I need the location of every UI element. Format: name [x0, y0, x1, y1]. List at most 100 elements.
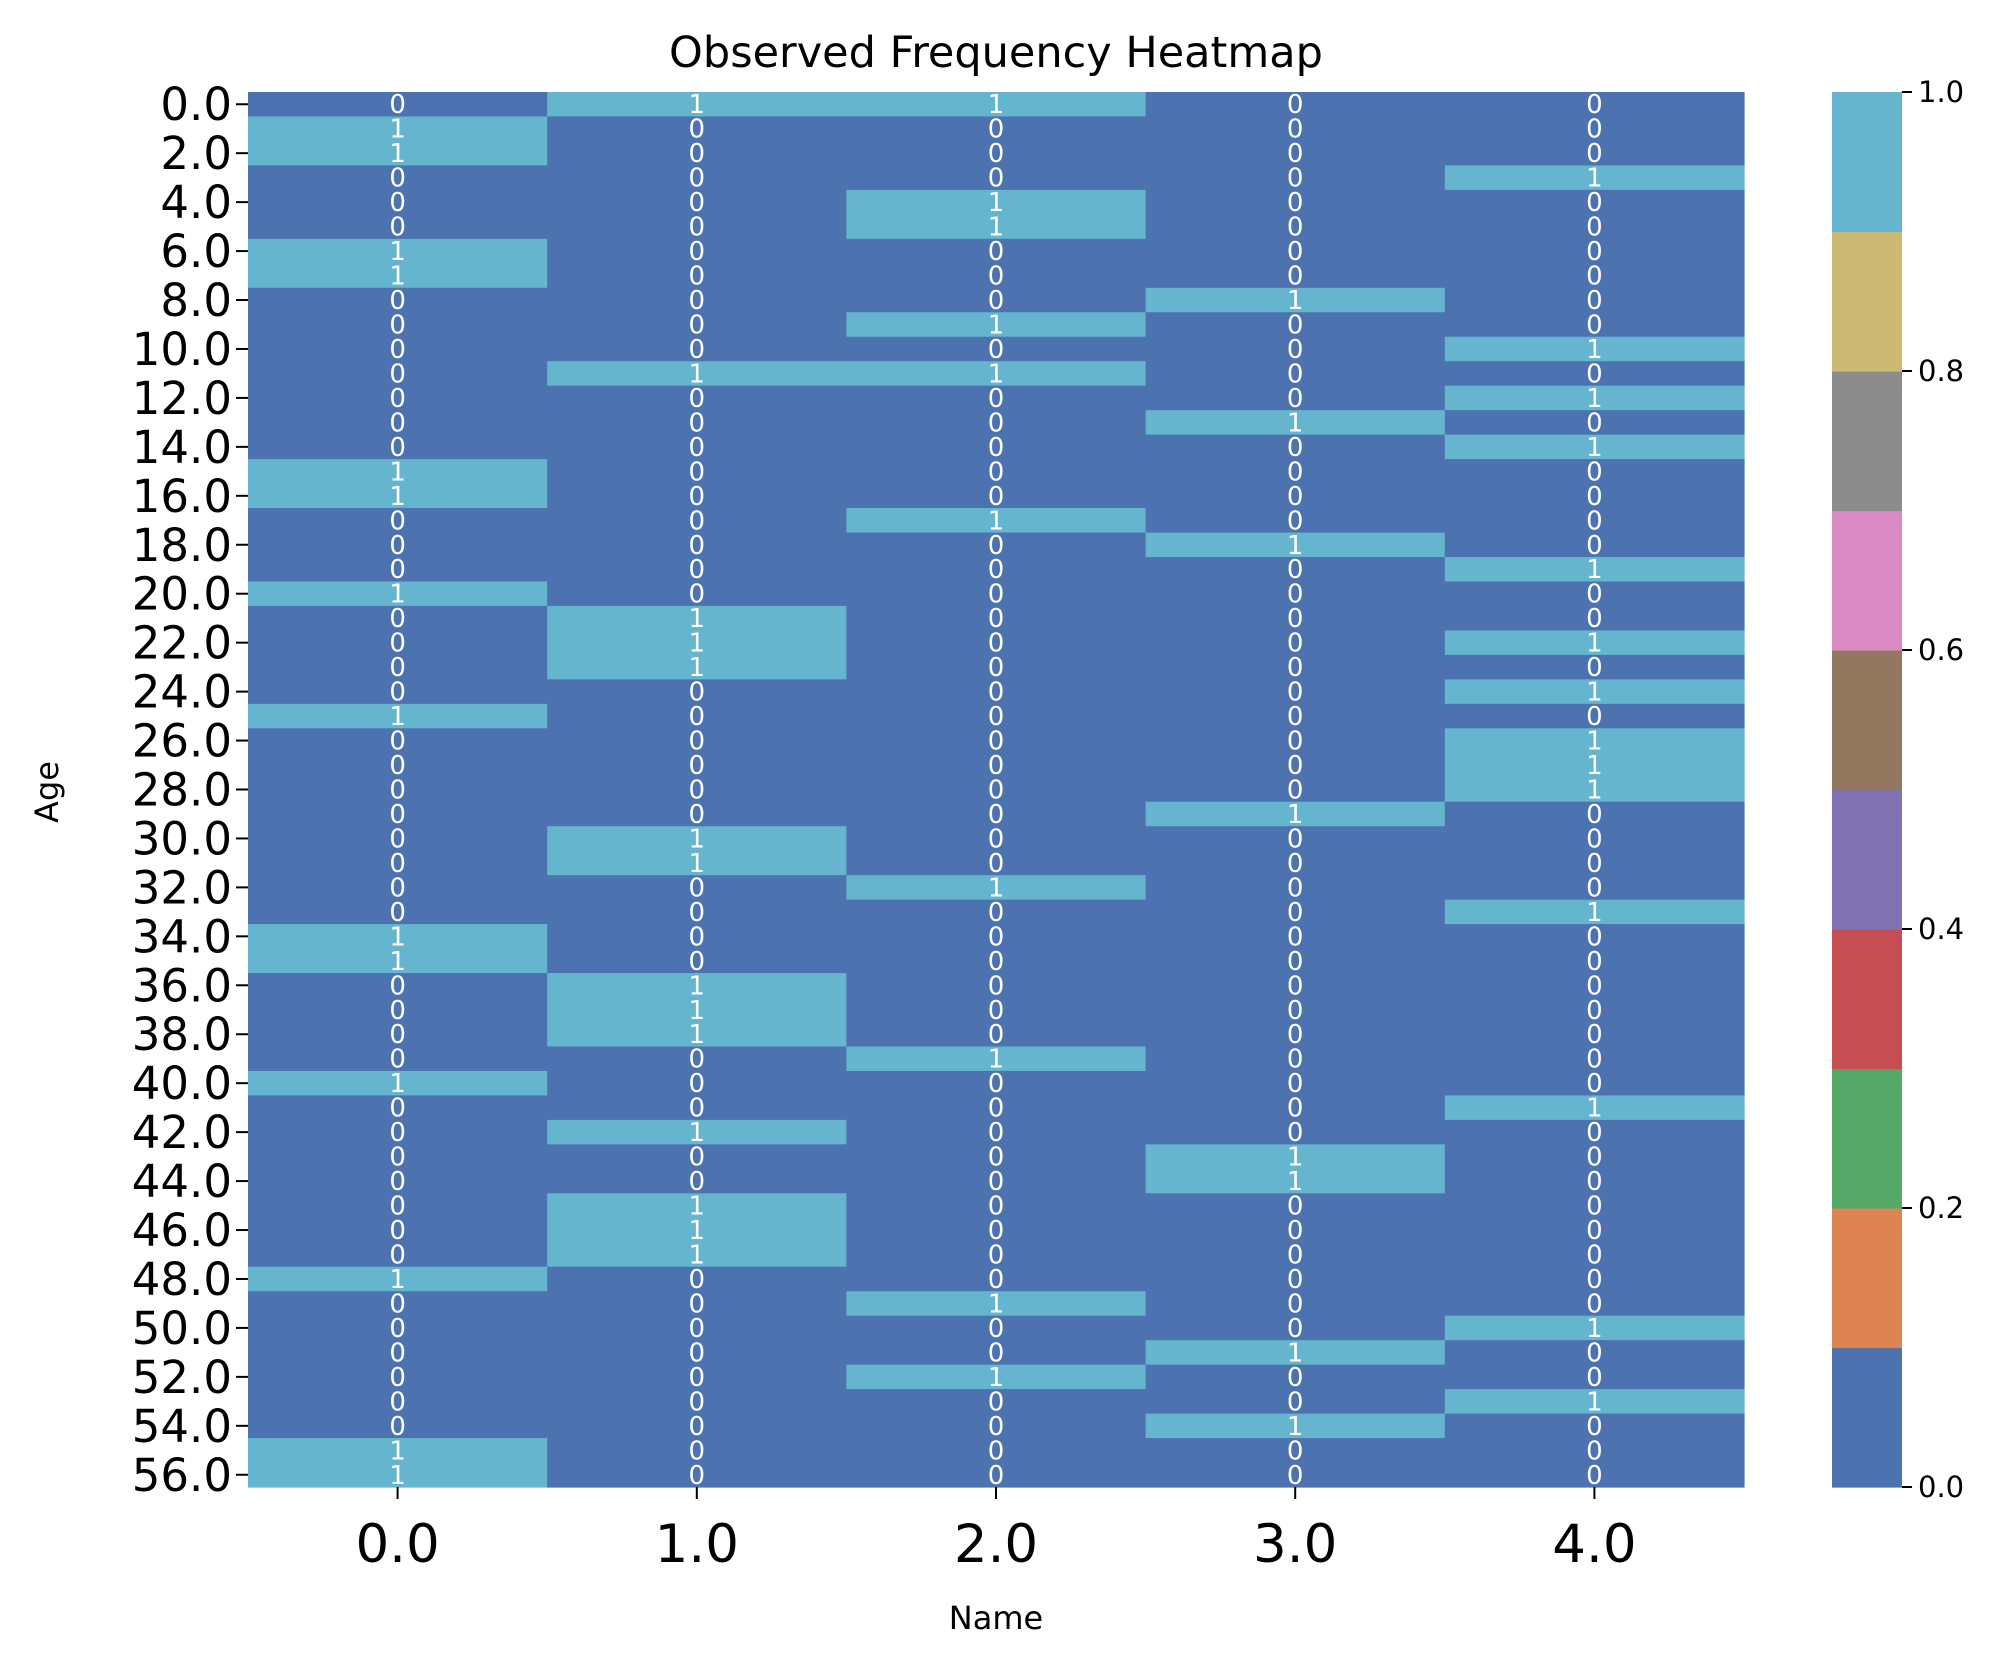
colorbar-tick-label: 1.0 — [1918, 75, 1964, 109]
heatmap-cell — [846, 116, 1147, 142]
heatmap-cell — [1145, 1291, 1446, 1317]
cell-value-label: 0 — [1287, 213, 1304, 243]
cell-value-label: 0 — [689, 1069, 706, 1099]
y-tick-label: 36.0 — [132, 959, 232, 1012]
cell-value-label: 0 — [1287, 1020, 1304, 1050]
y-tick-label: 14.0 — [132, 421, 232, 474]
heatmap-cell — [1145, 263, 1446, 289]
cell-value-label: 0 — [1287, 922, 1304, 952]
heatmap-cell — [846, 1046, 1147, 1072]
heatmap-cell — [248, 140, 548, 167]
heatmap-cell — [547, 92, 847, 118]
y-tick-label: 34.0 — [132, 910, 232, 963]
heatmap-cell — [248, 1291, 548, 1317]
cell-value-label: 0 — [389, 1118, 406, 1148]
cell-value-label: 1 — [389, 580, 406, 610]
cell-value-label: 0 — [988, 580, 1005, 610]
heatmap-cell — [1444, 434, 1745, 460]
heatmap-cell — [1145, 508, 1446, 534]
heatmap-cell — [248, 165, 548, 191]
heatmap-cell — [1444, 1168, 1745, 1194]
colorbar-segment — [1832, 789, 1902, 930]
cell-value-label: 0 — [389, 1167, 406, 1197]
heatmap-cell — [547, 948, 847, 974]
cell-value-label: 0 — [689, 457, 706, 487]
heatmap-cell — [1444, 459, 1745, 485]
heatmap-cell — [1444, 238, 1745, 264]
cell-value-label: 1 — [689, 629, 706, 659]
cell-value-label: 1 — [1287, 800, 1304, 830]
cell-value-label: 0 — [689, 311, 706, 341]
cell-value-label: 0 — [389, 1314, 406, 1344]
cell-value-label: 0 — [1287, 702, 1304, 732]
cell-value-label: 0 — [988, 1338, 1005, 1368]
cell-value-label: 0 — [689, 555, 706, 585]
heatmap-cell — [846, 1095, 1147, 1121]
cell-value-label: 0 — [1586, 996, 1603, 1026]
heatmap-cell — [1145, 459, 1446, 485]
heatmap-cell — [1145, 703, 1446, 729]
cell-value-label: 0 — [389, 311, 406, 341]
heatmap-cell — [846, 728, 1147, 754]
cell-value-label: 0 — [689, 139, 706, 169]
heatmap-cell — [846, 1266, 1147, 1292]
cell-value-label: 0 — [1586, 1436, 1603, 1466]
cell-value-label: 1 — [689, 359, 706, 389]
heatmap-cell — [248, 1315, 548, 1341]
heatmap-cell — [547, 973, 847, 999]
y-tick-label: 38.0 — [132, 1008, 232, 1061]
cell-value-label: 0 — [689, 678, 706, 708]
cell-value-label: 0 — [389, 1363, 406, 1393]
heatmap-cell — [1145, 434, 1446, 460]
cell-value-label: 0 — [1586, 1216, 1603, 1246]
heatmap-cell — [1145, 116, 1446, 142]
heatmap-cell — [1145, 850, 1446, 876]
heatmap-cell — [1444, 214, 1745, 240]
heatmap-cell — [547, 1291, 847, 1317]
heatmap-cell — [547, 1217, 847, 1243]
cell-value-label: 0 — [1287, 1094, 1304, 1124]
colorbar-tick-label: 0.4 — [1918, 912, 1964, 946]
heatmap-cell — [547, 385, 847, 411]
cell-value-label: 1 — [389, 482, 406, 512]
cell-value-label: 0 — [1586, 90, 1603, 120]
cell-value-label: 1 — [988, 1045, 1005, 1075]
heatmap-cell — [248, 263, 548, 289]
heatmap-cell — [547, 1193, 847, 1219]
cell-value-label: 0 — [988, 482, 1005, 512]
cell-value-label: 0 — [1287, 1436, 1304, 1466]
cell-value-label: 0 — [389, 90, 406, 120]
heatmap-cell — [547, 1315, 847, 1341]
heatmap-cell — [248, 1022, 548, 1048]
cell-value-label: 0 — [1586, 1289, 1603, 1319]
heatmap-cell — [846, 899, 1147, 925]
cell-value-label: 0 — [1586, 653, 1603, 683]
heatmap-cell — [547, 189, 847, 215]
heatmap-cell — [547, 1389, 847, 1415]
cell-value-label: 1 — [689, 971, 706, 1001]
cell-value-label: 0 — [389, 849, 406, 879]
cell-value-label: 0 — [1586, 1241, 1603, 1271]
cell-value-label: 0 — [689, 1412, 706, 1442]
heatmap-cell — [248, 605, 548, 632]
heatmap-cell — [248, 1119, 548, 1145]
heatmap-cell — [1145, 728, 1446, 754]
cell-value-label: 0 — [389, 776, 406, 806]
heatmap-cell — [547, 777, 847, 803]
x-tick-label: 0.0 — [355, 1514, 439, 1575]
heatmap-cell — [1145, 826, 1446, 852]
cell-value-label: 0 — [689, 1461, 706, 1491]
heatmap-cell — [846, 1193, 1147, 1219]
heatmap-cell — [846, 1340, 1147, 1366]
heatmap-cell — [547, 1364, 847, 1390]
heatmap-cell — [1444, 1022, 1745, 1048]
heatmap-cell — [846, 140, 1147, 167]
y-tick-label: 56.0 — [132, 1449, 232, 1502]
heatmap-cell — [1444, 924, 1745, 950]
cell-value-label: 0 — [689, 531, 706, 561]
heatmap-cell — [1145, 1217, 1446, 1243]
cell-value-label: 0 — [988, 139, 1005, 169]
heatmap-cell — [248, 1462, 548, 1488]
heatmap-cell — [248, 1340, 548, 1366]
cell-value-label: 0 — [988, 1265, 1005, 1295]
